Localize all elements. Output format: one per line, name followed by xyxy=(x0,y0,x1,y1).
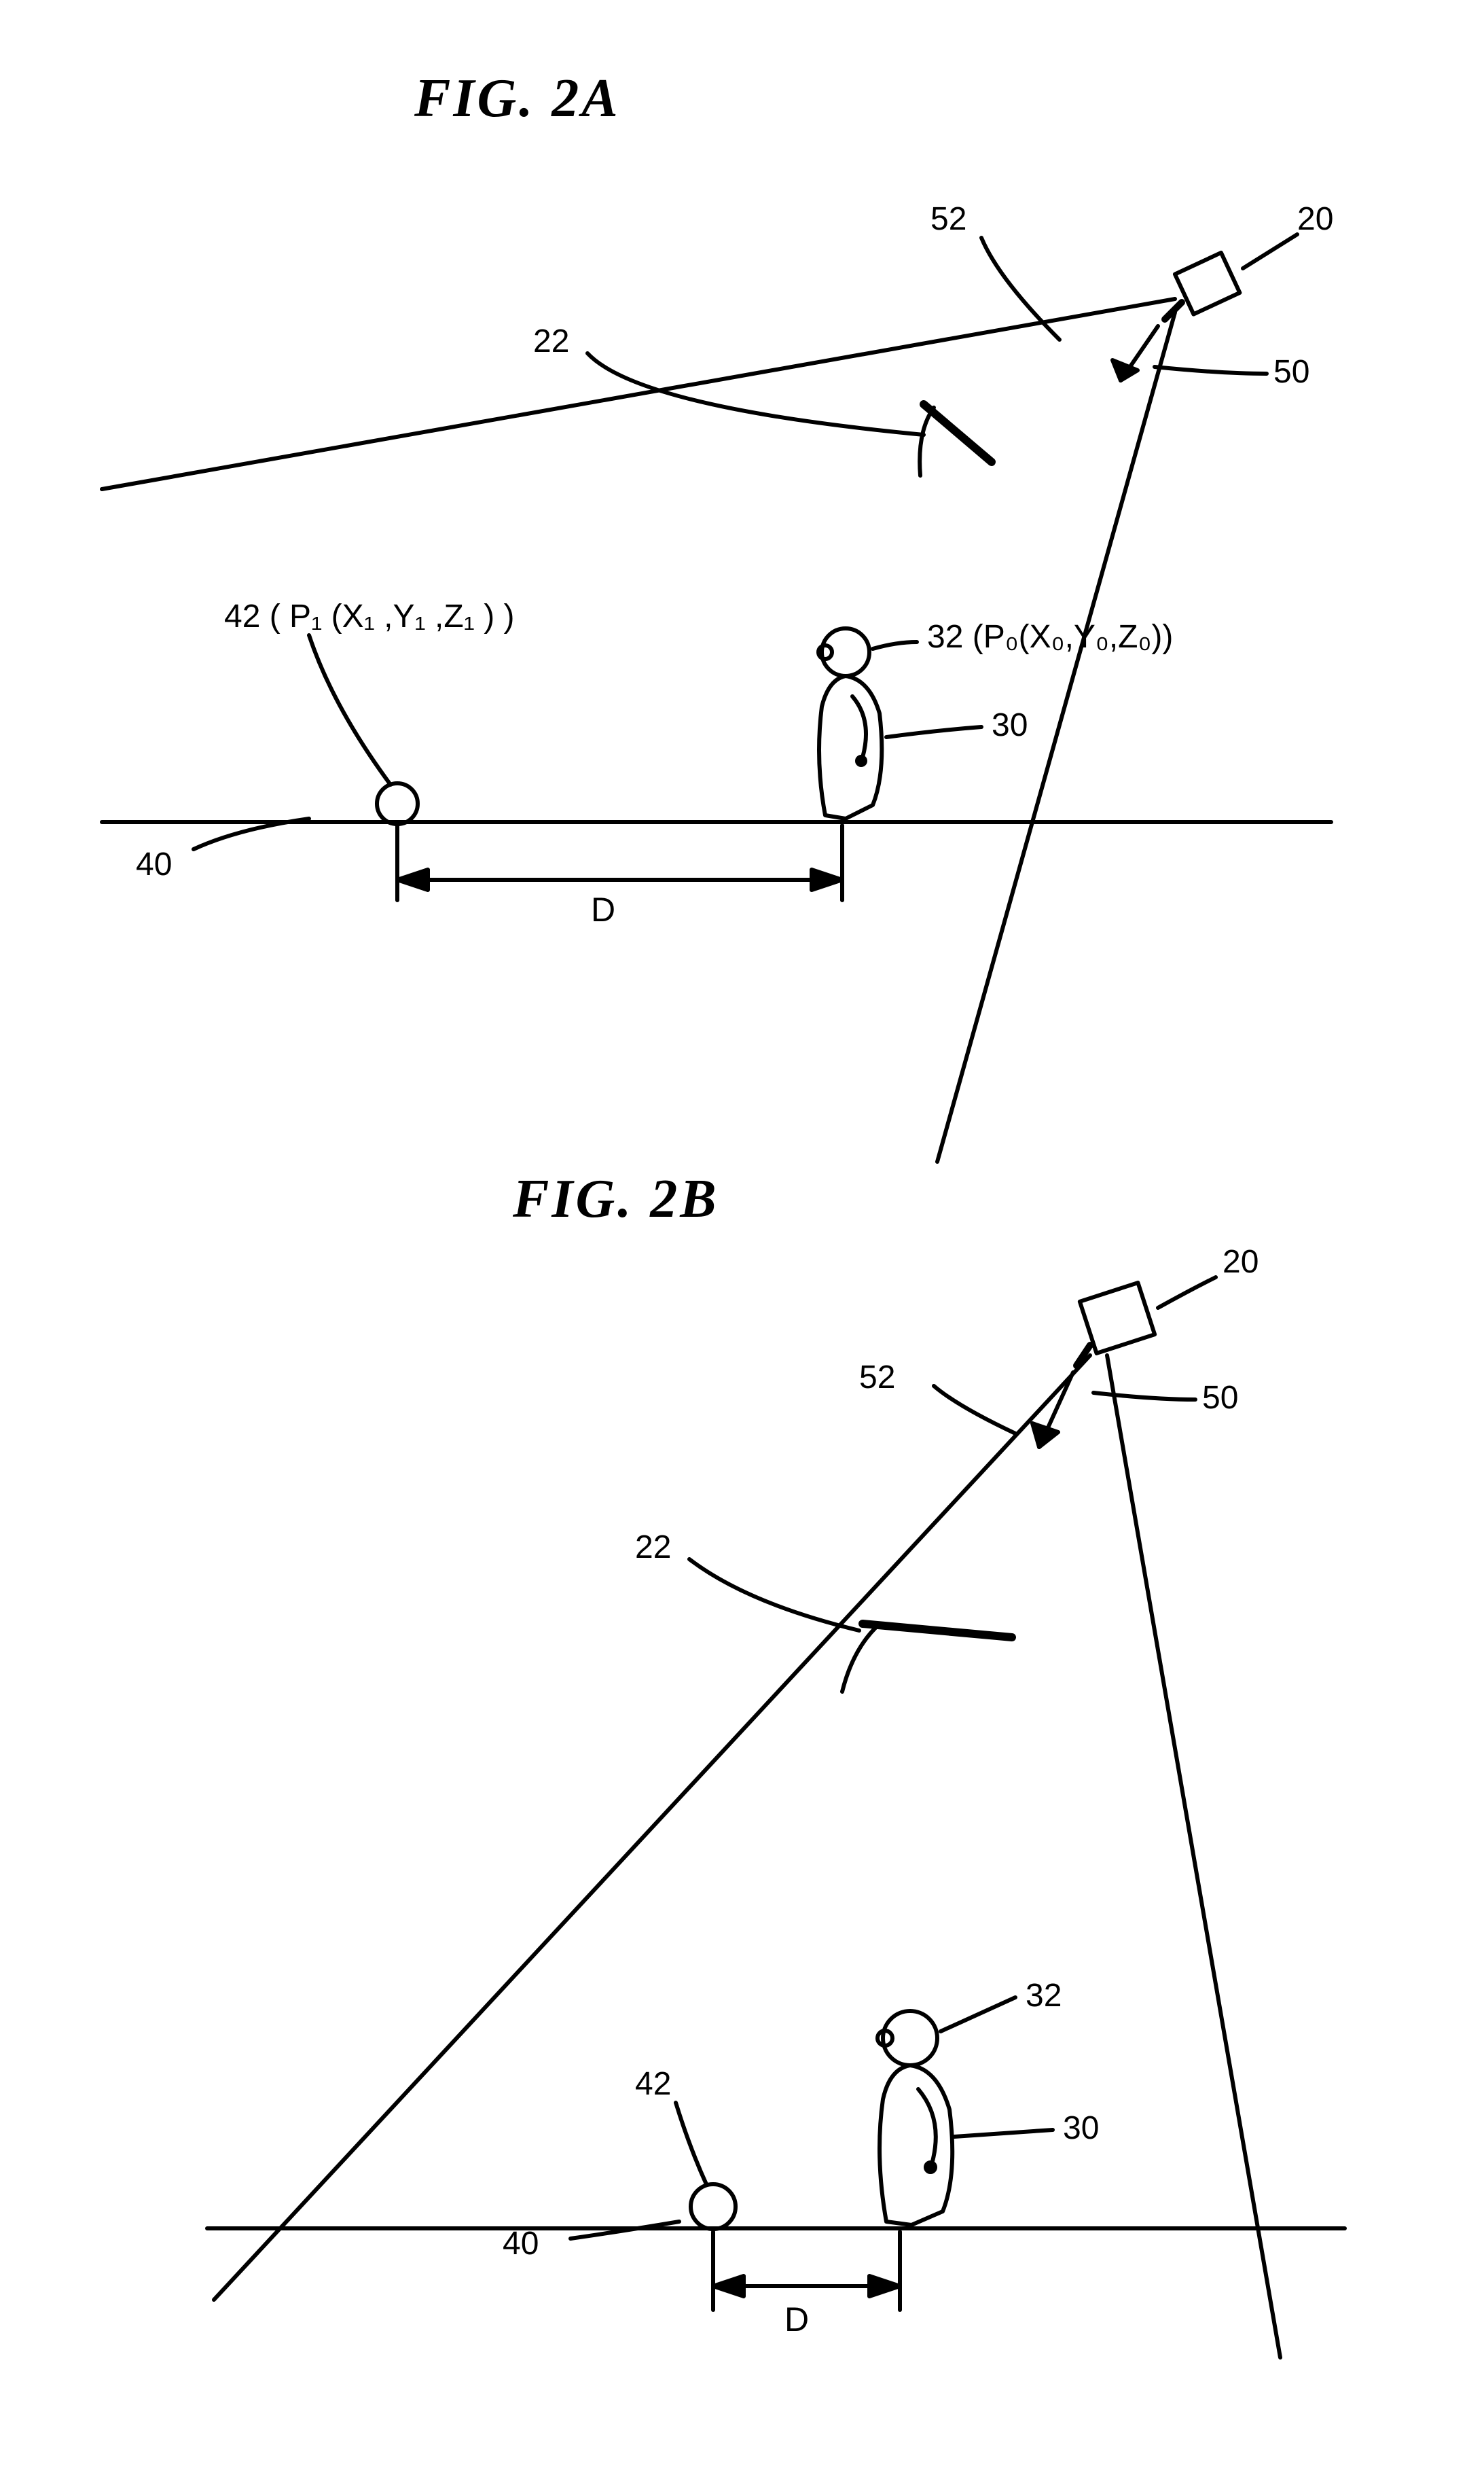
label-32-b: 32 xyxy=(1026,1977,1062,2014)
person-figure-b xyxy=(877,2011,952,2225)
label-22-b: 22 xyxy=(635,1529,671,1566)
label-42-a: 42 ( P₁ (X₁ ,Y₁ ,Z₁ ) ) xyxy=(224,598,515,635)
label-42-b: 42 xyxy=(635,2065,671,2103)
label-40-b: 40 xyxy=(503,2225,539,2262)
label-20-a: 20 xyxy=(1297,200,1333,238)
figure-b-svg xyxy=(27,1216,1457,2473)
label-52-a: 52 xyxy=(930,200,966,238)
label-32-a: 32 (P₀(X₀,Y₀,Z₀)) xyxy=(927,618,1173,656)
label-d-a: D xyxy=(591,890,615,929)
label-40-a: 40 xyxy=(136,846,172,883)
label-50-b: 50 xyxy=(1202,1379,1238,1417)
label-22-a: 22 xyxy=(533,323,569,360)
label-30-b: 30 xyxy=(1063,2109,1099,2147)
ball-a xyxy=(377,783,418,824)
label-d-b: D xyxy=(784,2300,809,2339)
label-52-b: 52 xyxy=(859,1359,895,1396)
page: FIG. 2A xyxy=(27,27,1457,2448)
label-50-a: 50 xyxy=(1273,353,1309,391)
label-30-a: 30 xyxy=(992,707,1028,744)
label-20-b: 20 xyxy=(1223,1243,1259,1281)
person-figure-a xyxy=(818,628,882,819)
ball-b xyxy=(691,2184,736,2229)
